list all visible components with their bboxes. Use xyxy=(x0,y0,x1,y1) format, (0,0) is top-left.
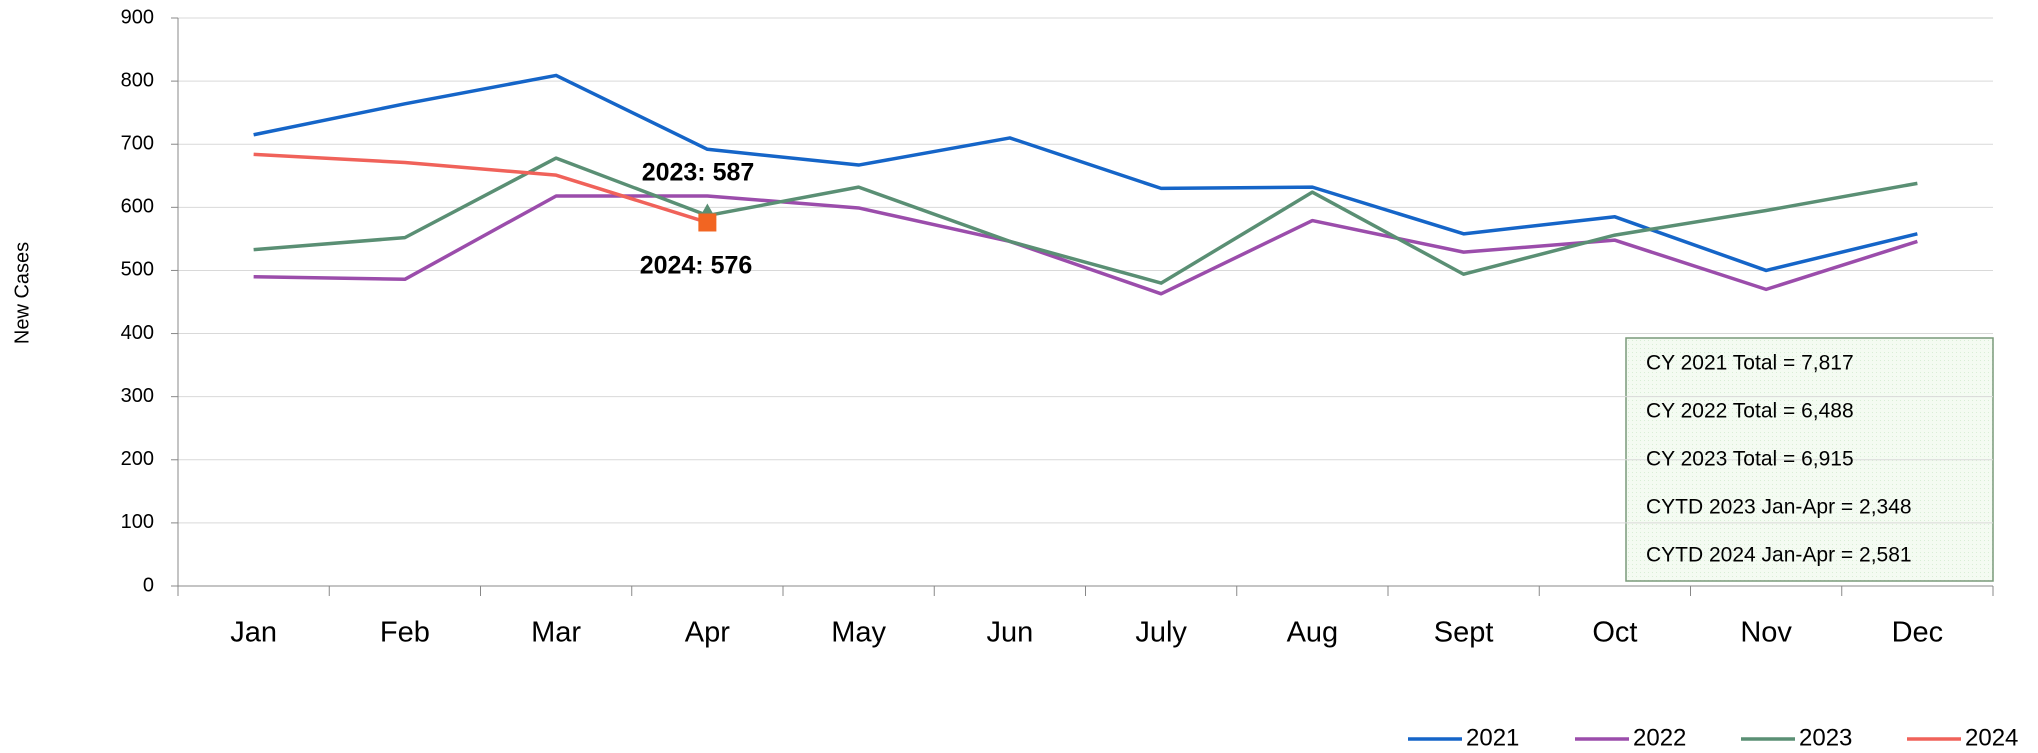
summary-line: CY 2021 Total = 7,817 xyxy=(1646,352,1854,375)
y-tick-label: 700 xyxy=(121,133,154,155)
y-tick-label: 500 xyxy=(121,259,154,281)
annotation: 2024: 576 xyxy=(640,252,753,280)
series-line xyxy=(253,73,1918,273)
series-line xyxy=(253,194,1918,296)
x-tick-label: Mar xyxy=(531,617,581,649)
y-tick-label: 600 xyxy=(121,196,154,218)
legend-label: 2021 xyxy=(1466,724,1519,751)
x-tick-label: Jun xyxy=(986,617,1033,649)
series-line xyxy=(253,156,1918,285)
x-tick-label: July xyxy=(1135,617,1187,649)
x-tick-label: Oct xyxy=(1592,617,1637,649)
x-tick-label: Apr xyxy=(685,617,730,649)
legend-label: 2024 xyxy=(1965,724,2018,751)
x-tick-label: Dec xyxy=(1892,617,1944,649)
legend-label: 2023 xyxy=(1799,724,1852,751)
y-tick-label: 0 xyxy=(143,574,154,596)
legend-label: 2022 xyxy=(1633,724,1686,751)
y-tick-label: 200 xyxy=(121,448,154,470)
point-marker xyxy=(698,213,717,232)
x-tick-label: Aug xyxy=(1287,617,1339,649)
summary-line: CYTD 2024 Jan-Apr = 2,581 xyxy=(1646,544,1912,567)
x-tick-label: Nov xyxy=(1740,617,1792,649)
series-line xyxy=(253,152,708,225)
y-axis-label: New Cases xyxy=(11,242,33,344)
y-tick-label: 300 xyxy=(121,385,154,407)
y-tick-label: 800 xyxy=(121,69,154,91)
x-tick-label: May xyxy=(831,617,886,649)
y-tick-label: 400 xyxy=(121,322,154,344)
x-tick-label: Jan xyxy=(230,617,277,649)
summary-line: CYTD 2023 Jan-Apr = 2,348 xyxy=(1646,496,1912,519)
y-tick-label: 100 xyxy=(121,511,154,533)
annotation: 2023: 587 xyxy=(642,159,755,187)
summary-line: CY 2022 Total = 6,488 xyxy=(1646,400,1854,423)
x-tick-label: Feb xyxy=(380,617,430,649)
x-tick-label: Sept xyxy=(1434,617,1494,649)
summary-line: CY 2023 Total = 6,915 xyxy=(1646,448,1854,471)
y-tick-label: 900 xyxy=(121,6,154,28)
